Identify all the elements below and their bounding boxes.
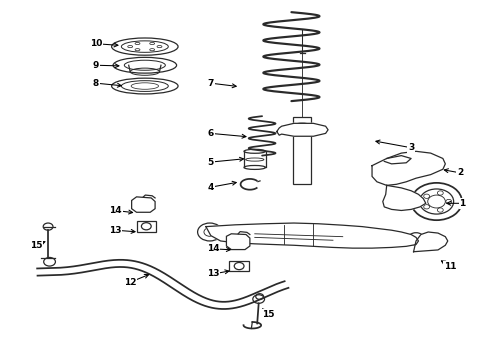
Polygon shape — [372, 151, 445, 185]
Text: 15: 15 — [262, 310, 275, 319]
Text: 9: 9 — [93, 61, 99, 70]
Text: 8: 8 — [93, 79, 99, 88]
Text: 1: 1 — [459, 199, 466, 208]
Text: 13: 13 — [109, 226, 122, 235]
Polygon shape — [132, 197, 155, 212]
Text: 10: 10 — [90, 39, 102, 48]
Polygon shape — [206, 223, 418, 248]
Ellipse shape — [407, 233, 425, 246]
Polygon shape — [414, 232, 448, 252]
Text: 6: 6 — [208, 129, 214, 138]
Ellipse shape — [197, 223, 222, 241]
Bar — [229, 261, 249, 271]
Text: 12: 12 — [124, 278, 136, 287]
Text: 3: 3 — [408, 143, 414, 152]
Polygon shape — [277, 123, 328, 136]
Polygon shape — [384, 156, 411, 164]
Text: 14: 14 — [109, 206, 122, 215]
Text: 15: 15 — [29, 241, 42, 250]
Ellipse shape — [411, 183, 462, 220]
Text: 7: 7 — [208, 79, 214, 88]
Polygon shape — [383, 185, 426, 211]
Text: 14: 14 — [207, 244, 220, 253]
Text: 11: 11 — [444, 262, 457, 271]
Bar — [137, 221, 156, 232]
Bar — [293, 117, 312, 184]
Text: 4: 4 — [208, 183, 214, 192]
Text: 5: 5 — [208, 158, 214, 167]
Ellipse shape — [420, 234, 441, 249]
Text: 2: 2 — [457, 168, 463, 177]
Text: 13: 13 — [207, 269, 220, 278]
Polygon shape — [226, 234, 250, 249]
